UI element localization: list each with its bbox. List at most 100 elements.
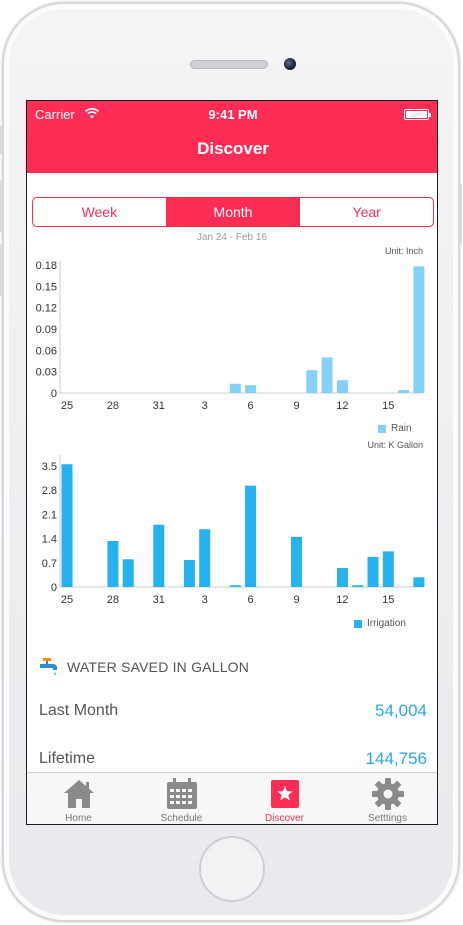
wifi-icon	[85, 108, 99, 119]
tab-bar: Home Schedule Discover	[27, 772, 437, 824]
segment-week[interactable]: Week	[81, 204, 118, 220]
tab-label: Setttings	[368, 813, 407, 824]
water-saved-title: WATER SAVED IN GALLON	[67, 659, 250, 675]
irrigation-y-tick-label: 0	[51, 582, 57, 594]
gear-icon	[371, 778, 404, 810]
irrigation-unit-label: Unit: K Gallon	[367, 441, 423, 450]
irrigation-y-tick-label: 2.8	[42, 485, 57, 497]
date-range-label: Jan 24 - Feb 16	[196, 232, 268, 243]
page-title: Discover	[197, 139, 269, 158]
rain-legend: Rain	[378, 423, 412, 434]
mute-switch	[0, 126, 3, 154]
status-bar: Carrier 9:41 PM	[27, 105, 437, 123]
rain-y-tick-label: 0.09	[36, 324, 57, 336]
rain-y-tick-label: 0.15	[36, 281, 57, 293]
irrigation-chart: Unit: K Gallon 0 0.7 1.4 2.1 2.8 3.5 25 28 31 3 6 9 1…	[27, 441, 437, 611]
status-time: 9:41 PM	[208, 107, 258, 122]
rain-y-tick-label: 0	[51, 388, 57, 400]
rain-chart-plot: Unit: Inch 0 0.03 0.06 0.09 0.12 0.15 0.18 25 28 3…	[36, 247, 425, 412]
irrigation-bar	[61, 464, 73, 587]
irrigation-bar	[367, 556, 379, 587]
app-screen: Carrier 9:41 PM Discover Week Month Year…	[26, 100, 438, 825]
volume-up-button	[0, 180, 3, 232]
irrigation-y-tick-label: 2.1	[42, 509, 57, 521]
irrigation-y-tick-label: 0.7	[42, 558, 57, 570]
irrigation-bar	[107, 540, 119, 587]
irrigation-bar	[122, 559, 134, 587]
rain-bar	[306, 370, 318, 393]
battery-icon	[404, 109, 431, 120]
irrigation-x-tick-label: 6	[248, 594, 254, 606]
rain-x-tick-label: 9	[293, 400, 299, 412]
rain-bar	[398, 390, 410, 393]
irrigation-bar	[413, 577, 425, 587]
irrigation-bar	[229, 585, 241, 587]
front-camera	[284, 58, 296, 70]
tab-home[interactable]: Home	[27, 773, 130, 824]
irrigation-bar	[291, 536, 302, 587]
rain-bar	[245, 385, 257, 393]
stat-label: Lifetime	[39, 750, 96, 767]
rain-legend-swatch	[378, 424, 386, 433]
tab-settings[interactable]: Setttings	[336, 773, 437, 824]
rain-bar	[336, 380, 348, 393]
irrigation-x-tick-label: 25	[61, 594, 73, 606]
star-icon	[270, 780, 299, 808]
rain-chart: Unit: Inch 0 0.03 0.06 0.09 0.12 0.15 0.18 25 28 3…	[27, 247, 437, 417]
rain-y-tick-label: 0.18	[36, 260, 57, 272]
rain-y-tick-label: 0.12	[36, 303, 57, 315]
volume-down-button	[0, 244, 3, 296]
rain-x-tick-label: 15	[382, 400, 394, 412]
tab-discover[interactable]: Discover	[233, 773, 336, 824]
rain-x-tick-label: 6	[248, 400, 254, 412]
irrigation-legend: Irrigation	[354, 618, 406, 629]
stat-row-lifetime: Lifetime 144,756	[39, 747, 427, 771]
speaker-grille	[190, 60, 268, 69]
nav-header: Carrier 9:41 PM Discover	[27, 101, 437, 173]
rain-x-tick-label: 25	[61, 400, 73, 412]
irrigation-x-tick-label: 12	[336, 594, 348, 606]
tab-label: Home	[65, 813, 92, 824]
rain-x-tick-label: 28	[107, 400, 119, 412]
irrigation-bar	[153, 524, 165, 587]
irrigation-bar	[352, 585, 364, 587]
irrigation-legend-swatch	[354, 619, 362, 628]
tab-label: Schedule	[160, 813, 203, 824]
irrigation-chart-plot: Unit: K Gallon 0 0.7 1.4 2.1 2.8 3.5 25 28 31 3 6 9 1…	[42, 441, 425, 606]
irrigation-bar	[199, 529, 211, 587]
irrigation-y-tick-label: 3.5	[42, 461, 57, 473]
segment-month[interactable]: Month	[165, 198, 300, 226]
irrigation-x-tick-label: 15	[382, 594, 394, 606]
stat-value: 144,756	[365, 749, 427, 768]
rain-bar	[413, 266, 425, 393]
stat-label: Last Month	[39, 702, 119, 719]
rain-x-tick-label: 12	[336, 400, 348, 412]
irrigation-x-tick-label: 9	[293, 594, 299, 606]
stat-value: 54,004	[375, 701, 427, 720]
calendar-icon	[166, 778, 197, 809]
rain-bar	[321, 357, 333, 393]
water-saved-header: WATER SAVED IN GALLON	[39, 657, 249, 677]
irrigation-bar	[183, 560, 195, 587]
irrigation-bar	[245, 485, 257, 587]
home-icon	[63, 780, 94, 808]
rain-y-tick-label: 0.03	[36, 367, 57, 379]
segment-year[interactable]: Year	[299, 198, 433, 226]
faucet-icon	[40, 658, 57, 676]
stat-row-last-month: Last Month 54,004	[39, 699, 427, 723]
carrier-label: Carrier	[35, 107, 75, 122]
irrigation-legend-label: Irrigation	[367, 618, 406, 629]
period-segmented-control: Week Month Year	[32, 197, 434, 227]
tab-label: Discover	[265, 813, 304, 824]
irrigation-x-tick-label: 28	[107, 594, 119, 606]
rain-legend-label: Rain	[391, 423, 412, 434]
rain-y-tick-label: 0.06	[36, 345, 57, 357]
irrigation-x-tick-label: 31	[153, 594, 165, 606]
irrigation-bar	[336, 567, 348, 587]
rain-x-tick-label: 3	[202, 400, 208, 412]
tab-schedule[interactable]: Schedule	[130, 773, 233, 824]
home-button[interactable]	[199, 836, 265, 902]
rain-unit-label: Unit: Inch	[385, 247, 423, 256]
irrigation-bar	[382, 551, 394, 587]
power-button	[459, 184, 462, 244]
